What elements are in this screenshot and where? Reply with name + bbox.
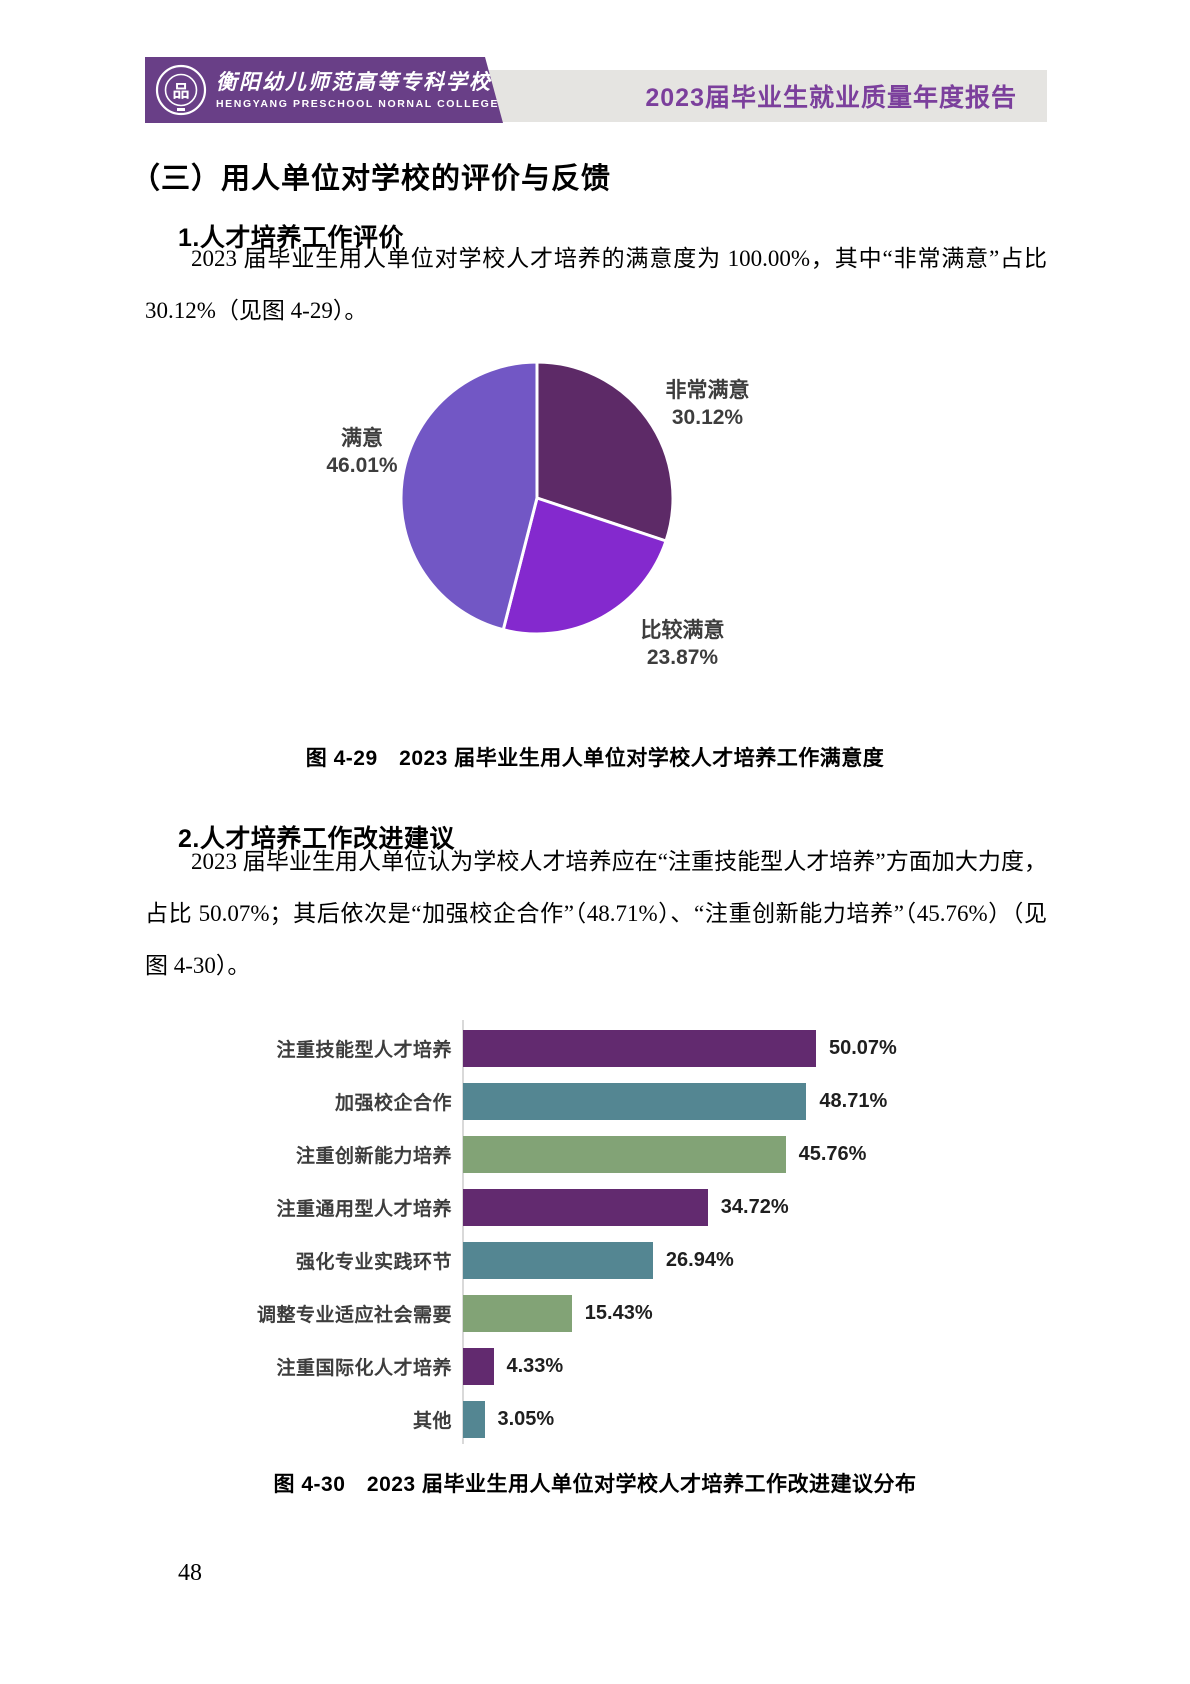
bar [463,1083,807,1120]
bar-category-label: 注重技能型人才培养 [276,1040,452,1061]
pie-label-text: 满意 [341,427,383,450]
pie-label-value: 46.01% [326,453,398,477]
pie-label-value: 30.12% [671,405,744,429]
pie-slice-2 [399,360,539,632]
bar-value-label: 4.33% [506,1355,564,1377]
bar [463,1136,786,1173]
college-name-zh: 衡阳幼儿师范高等专科学校 [216,69,492,95]
bar-chart-axis [462,1020,464,1444]
pie-chart-figure: 非常满意 30.12% 满意 46.01% 比较满意 23.87% [145,350,1045,682]
bar-row-7: 其他 3.05% [145,1401,1045,1438]
report-title: 2023届毕业生就业质量年度报告 [645,84,1017,112]
bar-category-label: 强化专业实践环节 [295,1252,452,1273]
bar-row-1: 加强校企合作 48.71% [145,1083,1045,1120]
bar-value-label: 34.72% [720,1196,789,1218]
figure-4-30-caption: 图 4-30 2023 届毕业生用人单位对学校人才培养工作改进建议分布 [273,1473,917,1496]
pie-label-value: 23.87% [646,645,719,669]
bar-row-6: 注重国际化人才培养 4.33% [145,1348,1045,1385]
bar [463,1030,816,1067]
pie-label-very-satisfied: 非常满意 30.12% [625,378,790,432]
college-seal-logo: 品 [155,64,207,116]
header-band: 2023届毕业生就业质量年度报告 [460,70,1047,122]
bar-category-label: 其他 [412,1411,452,1432]
bar-value-label: 26.94% [665,1249,734,1271]
college-name-en: HENGYANG PRESCHOOL NORNAL COLLEGE [216,97,500,110]
pie-label-text: 非常满意 [665,379,750,402]
bar-chart-rows: 注重技能型人才培养 50.07% 加强校企合作 48.71% 注重创新能力培养 45.76… [145,1030,1045,1454]
pie-label-satisfied: 满意 46.01% [282,426,442,480]
bar-category-label: 调整专业适应社会需要 [256,1305,452,1326]
bar-value-label: 45.76% [798,1143,867,1165]
bar-category-label: 注重国际化人才培养 [276,1358,452,1379]
paragraph-satisfaction: 2023 届毕业生用人单位对学校人才培养的满意度为 100.00%，其中“非常满… [145,246,1047,323]
bar-category-label: 注重通用型人才培养 [276,1199,452,1220]
college-banner: 品 衡阳幼儿师范高等专科学校 HENGYANG PRESCHOOL NORNAL… [145,57,503,123]
bar-row-2: 注重创新能力培养 45.76% [145,1136,1045,1173]
bar-row-5: 调整专业适应社会需要 15.43% [145,1295,1045,1332]
pie-label-text: 比较满意 [640,619,725,642]
bar-category-label: 注重创新能力培养 [295,1146,452,1167]
page-number: 48 [178,1560,202,1586]
pie-label-fairly-satisfied: 比较满意 23.87% [600,618,765,672]
bar-value-label: 3.05% [497,1408,555,1430]
pie-slice-1 [501,496,668,636]
paragraph-suggestions: 2023 届毕业生用人单位认为学校人才培养应在“注重技能型人才培养”方面加大力度… [145,849,1047,978]
college-name-block: 衡阳幼儿师范高等专科学校 HENGYANG PRESCHOOL NORNAL C… [216,70,499,109]
bar [463,1401,485,1438]
section-heading: （三）用人单位对学校的评价与反馈 [131,163,612,196]
bar-category-label: 加强校企合作 [334,1093,452,1114]
bar-row-4: 强化专业实践环节 26.94% [145,1242,1045,1279]
bar [463,1189,708,1226]
bar-value-label: 50.07% [829,1037,897,1059]
bar-row-0: 注重技能型人才培养 50.07% [145,1030,1045,1067]
subsection-1-heading: 1.人才培养工作评价 [178,223,404,252]
subsection-2-heading: 2.人才培养工作改进建议 [178,824,455,853]
bar [463,1295,572,1332]
bar-value-label: 15.43% [584,1302,653,1324]
bar [463,1348,494,1385]
bar [463,1242,653,1279]
bar-chart-figure: 注重技能型人才培养 50.07% 加强校企合作 48.71% 注重创新能力培养 45.76… [145,1020,1045,1444]
pie-slice-0 [535,360,675,543]
pie-chart [399,360,675,636]
svg-text:品: 品 [173,82,190,102]
figure-4-29-caption: 图 4-29 2023 届毕业生用人单位对学校人才培养工作满意度 [305,747,885,770]
bar-row-3: 注重通用型人才培养 34.72% [145,1189,1045,1226]
bar-value-label: 48.71% [819,1090,888,1112]
